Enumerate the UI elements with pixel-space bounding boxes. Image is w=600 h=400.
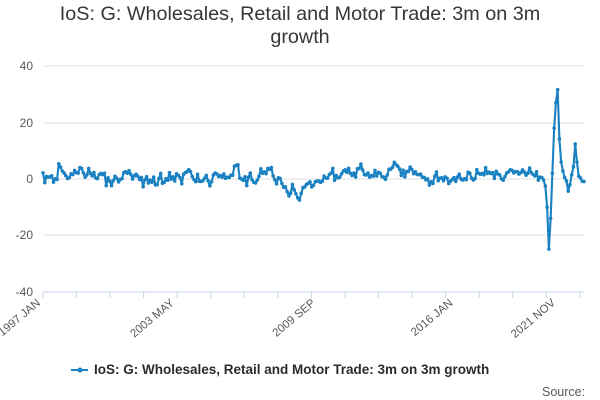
svg-text:2016 JAN: 2016 JAN bbox=[409, 297, 455, 339]
svg-text:0: 0 bbox=[26, 172, 33, 186]
svg-text:20: 20 bbox=[20, 116, 34, 130]
svg-text:-40: -40 bbox=[16, 285, 34, 299]
svg-text:2021 NOV: 2021 NOV bbox=[509, 297, 558, 340]
svg-text:2003 MAY: 2003 MAY bbox=[128, 297, 176, 340]
svg-text:40: 40 bbox=[20, 59, 34, 73]
svg-text:-20: -20 bbox=[16, 228, 34, 242]
svg-text:1997 JAN: 1997 JAN bbox=[0, 297, 43, 339]
svg-text:2009 SEP: 2009 SEP bbox=[271, 297, 319, 340]
